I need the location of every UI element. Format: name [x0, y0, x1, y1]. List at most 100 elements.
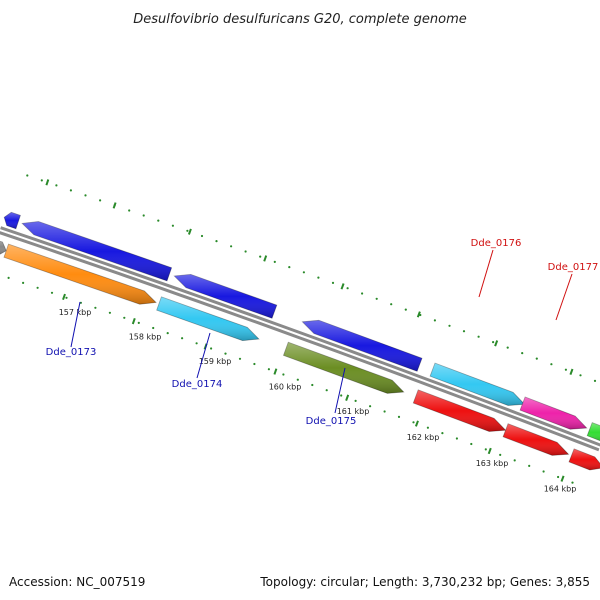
gene-arrow-dde-0176-shade: [430, 363, 525, 406]
gene-arrow-dde-0173: [3, 243, 157, 305]
dde-0176-leader-line: [478, 249, 494, 298]
major-tick: [273, 368, 278, 375]
minor-tick: [433, 319, 436, 322]
genome-summary-text: Topology: circular; Length: 3,730,232 bp…: [259, 575, 590, 589]
minor-tick: [550, 363, 553, 366]
dde-0176-label: Dde_0176: [471, 238, 522, 249]
minor-tick: [499, 453, 502, 456]
minor-tick: [108, 311, 111, 314]
minor-tick: [390, 303, 393, 306]
gene-arrow-blue-1-shade: [22, 221, 172, 281]
minor-tick: [375, 297, 378, 300]
major-tick: [569, 368, 574, 375]
gene-arrow-dde-0177: [519, 396, 588, 430]
gene-arrow-green-shade: [587, 422, 600, 441]
gene-arrow-dde-0176: [429, 362, 526, 406]
minor-tick: [128, 209, 131, 212]
tick-label: 157 kbp: [59, 308, 92, 317]
gene-arrow-blue-2-shade: [174, 274, 277, 319]
minor-tick: [152, 326, 155, 330]
gene-arrow-edge-blue-shade: [4, 212, 21, 229]
minor-tick: [492, 341, 495, 344]
minor-tick: [331, 281, 335, 284]
minor-tick: [40, 179, 43, 182]
minor-tick: [564, 368, 568, 371]
minor-tick: [282, 373, 285, 376]
major-tick: [416, 311, 421, 318]
major-tick: [494, 340, 499, 347]
minor-tick: [244, 250, 247, 253]
major-tick: [187, 228, 192, 235]
dde-0177-leader-line: [555, 273, 573, 321]
major-tick: [560, 475, 565, 482]
tick-label: 161 kbp: [337, 407, 370, 416]
minor-tick: [346, 287, 349, 290]
gene-arrow-dde-0175-shade: [302, 320, 422, 372]
minor-tick: [22, 281, 25, 284]
minor-tick: [166, 332, 169, 335]
minor-tick: [224, 352, 227, 355]
tick-label: 159 kbp: [199, 357, 232, 366]
minor-tick: [397, 415, 401, 418]
minor-tick: [571, 481, 574, 484]
dde-0174-label: Dde_0174: [172, 379, 223, 390]
gene-arrow-red-2: [502, 423, 570, 456]
dde-0174-leader-line: [196, 332, 211, 379]
map-layer: 157 kbp 158 kbp 159 kbp 160 kbp 161 kbp 162 k…: [0, 174, 600, 494]
minor-tick: [230, 245, 233, 248]
minor-tick: [542, 470, 545, 473]
minor-tick: [238, 357, 242, 360]
gene-arrow-red-1: [412, 389, 507, 432]
minor-tick: [181, 337, 184, 340]
major-tick: [487, 447, 492, 455]
gene-arrow-dde-0173-shade: [4, 244, 156, 305]
gene-arrow-edge-gray: [0, 240, 7, 255]
gene-arrow-blue-2: [173, 273, 278, 319]
minor-tick: [593, 379, 597, 382]
minor-tick: [383, 410, 386, 413]
major-tick: [45, 179, 50, 186]
gene-arrow-red-3: [568, 448, 600, 471]
minor-tick: [69, 189, 72, 192]
map-title: Desulfovibrio desulfuricans G20, complet…: [133, 12, 467, 27]
dde-0175-label: Dde_0175: [306, 416, 357, 427]
dde-0175-leader-line: [334, 367, 346, 414]
minor-tick: [215, 240, 218, 243]
minor-tick: [273, 260, 276, 263]
minor-tick: [288, 266, 291, 269]
major-tick: [112, 202, 117, 209]
minor-tick: [579, 374, 582, 377]
minor-tick: [142, 214, 145, 217]
minor-tick: [26, 174, 29, 177]
gene-arrow-dde-0174-shade: [156, 296, 259, 341]
gene-arrow-olive: [282, 341, 405, 394]
minor-tick: [200, 234, 204, 238]
tick-label: 158 kbp: [129, 333, 162, 342]
minor-tick: [186, 229, 189, 232]
minor-tick: [521, 352, 524, 355]
backbone-line-inner: [0, 231, 600, 452]
minor-tick: [36, 286, 39, 289]
major-tick: [62, 293, 66, 301]
tick-label: 160 kbp: [269, 382, 302, 391]
minor-tick: [123, 316, 126, 319]
minor-tick: [528, 464, 531, 467]
gene-arrow-red-3-shade: [569, 448, 600, 470]
minor-tick: [267, 368, 270, 371]
major-tick: [131, 317, 136, 325]
minor-tick: [157, 219, 160, 222]
minor-tick: [448, 324, 451, 327]
minor-tick: [84, 194, 87, 197]
gene-arrow-dde-0175: [301, 319, 423, 372]
minor-tick: [94, 306, 97, 309]
minor-tick: [470, 442, 473, 446]
gene-arrow-red-1-shade: [413, 389, 506, 432]
major-tick: [340, 283, 345, 290]
gene-arrow-edge-blue: [3, 211, 21, 230]
minor-tick: [462, 330, 466, 333]
gene-arrow-edge-gray-shade: [0, 241, 7, 255]
minor-tick: [311, 383, 314, 387]
minor-tick: [506, 346, 509, 349]
minor-tick: [325, 389, 328, 392]
